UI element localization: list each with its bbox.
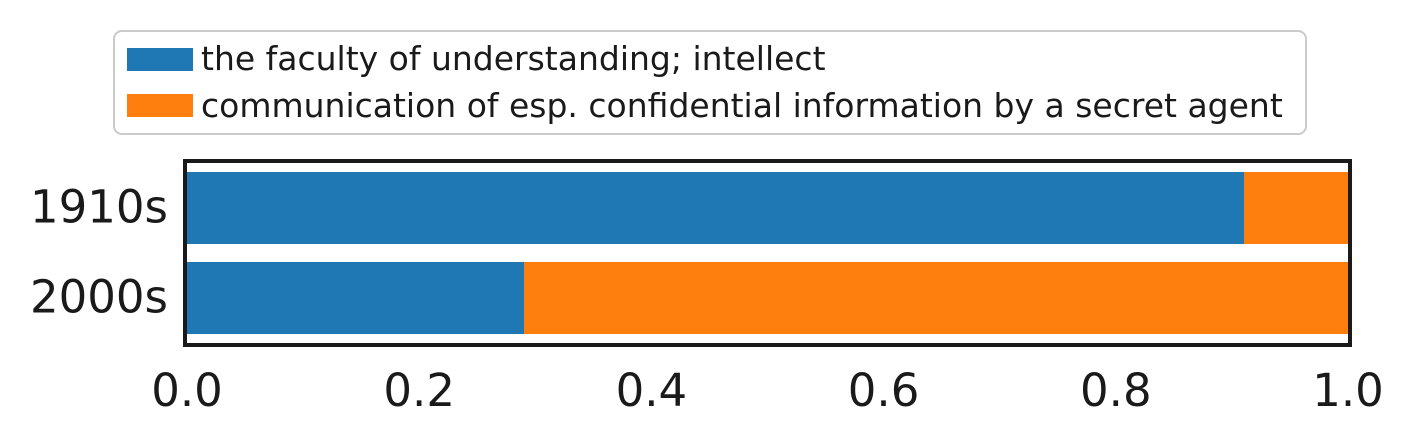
- y-tick-label: 1910s: [30, 180, 168, 234]
- legend-item: the faculty of understanding; intellect: [127, 39, 1293, 79]
- plot-area: [183, 159, 1352, 347]
- legend-label: the faculty of understanding; intellect: [201, 39, 826, 79]
- x-tick-label: 1.0: [1312, 364, 1384, 417]
- bar-segment: [1243, 172, 1348, 244]
- legend: the faculty of understanding; intellect c…: [113, 30, 1307, 135]
- x-tick-label: 0.4: [615, 364, 688, 417]
- x-tick-label: 0.2: [383, 364, 455, 417]
- legend-swatch-icon: [127, 94, 193, 118]
- x-tick-label: 0.8: [1080, 364, 1152, 417]
- bar-segment: [187, 262, 524, 334]
- bar-row: [187, 262, 1348, 334]
- y-axis-labels: 1910s 2000s: [0, 159, 168, 347]
- legend-item: communication of esp. confidential infor…: [127, 85, 1293, 125]
- bar-row: [187, 172, 1348, 244]
- bar-segment: [523, 262, 1348, 334]
- bar-segment: [187, 172, 1244, 244]
- y-tick-label: 2000s: [30, 270, 168, 324]
- legend-label: communication of esp. confidential infor…: [201, 85, 1283, 125]
- x-tick-label: 0.6: [847, 364, 920, 417]
- legend-swatch-icon: [127, 47, 193, 71]
- x-tick-label: 0.0: [151, 364, 223, 417]
